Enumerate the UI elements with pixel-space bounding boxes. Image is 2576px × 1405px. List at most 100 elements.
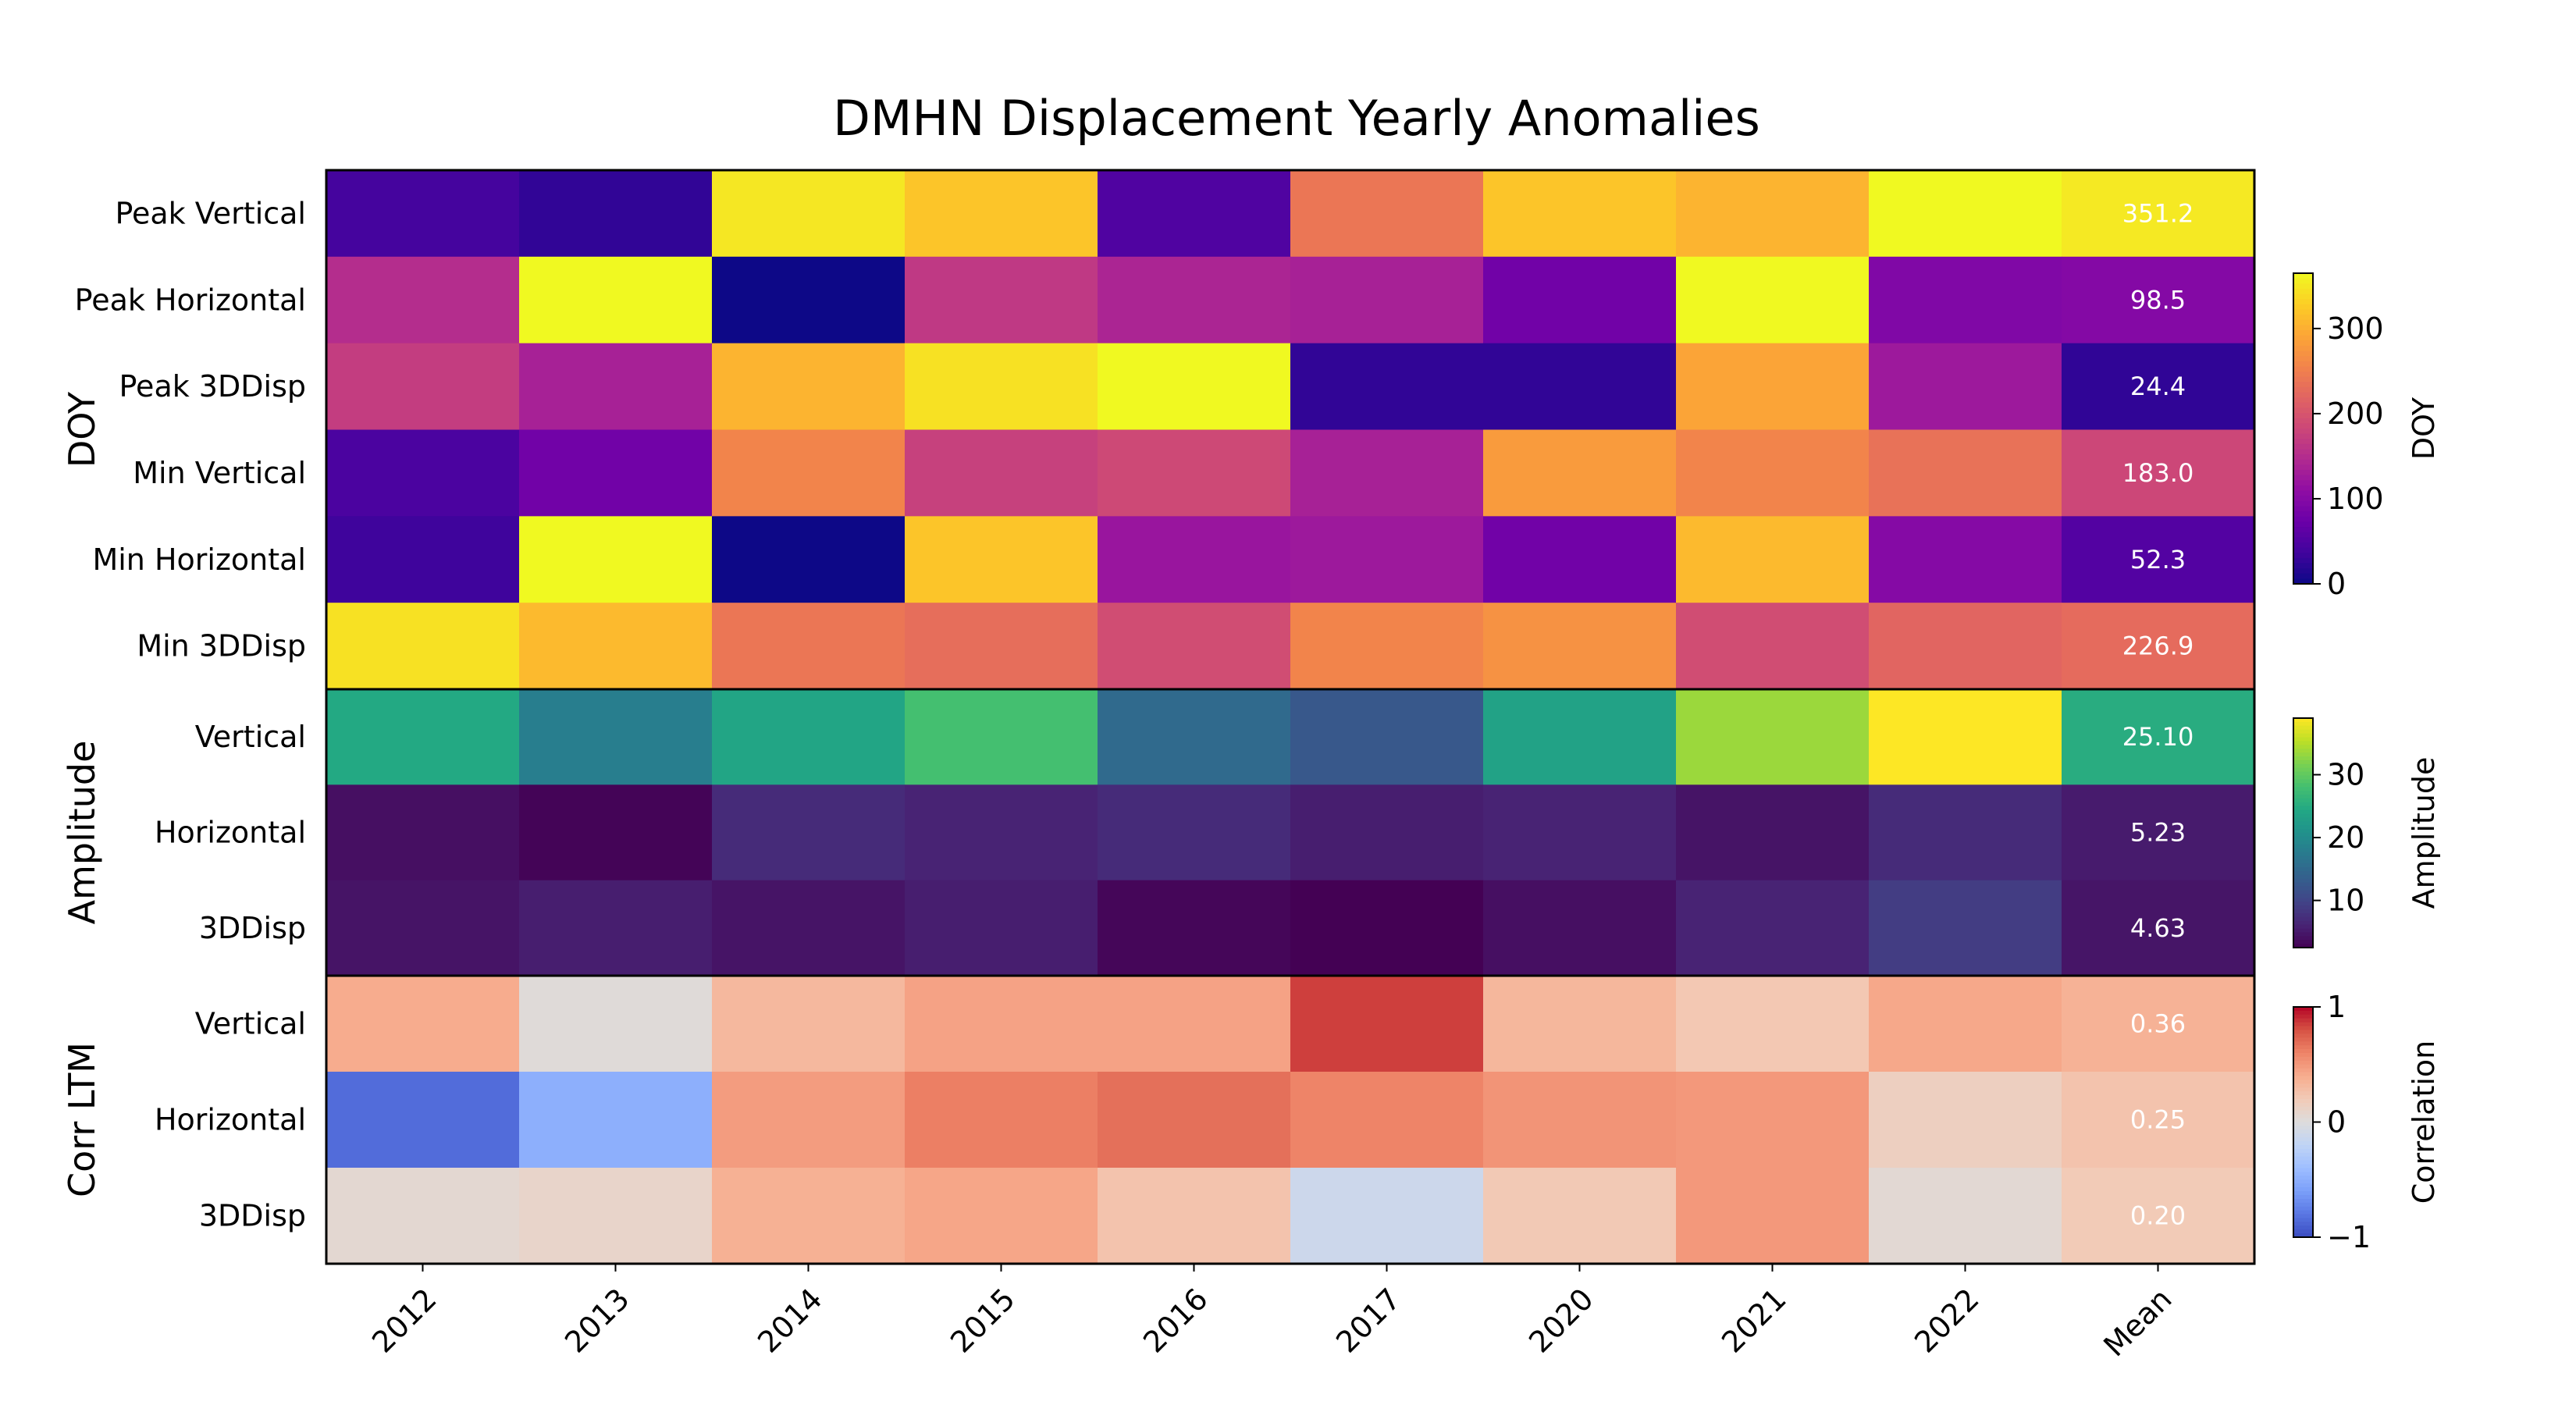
row-label: Horizontal <box>155 816 306 850</box>
heatmap-cell <box>1098 429 1291 517</box>
colorbar-segment <box>2293 871 2313 876</box>
colorbar-segment <box>2293 568 2313 574</box>
colorbar-segment <box>2293 366 2313 372</box>
colorbar-frame <box>2293 272 2314 585</box>
heatmap-cell <box>2062 1168 2255 1264</box>
colorbar-segment <box>2293 920 2313 926</box>
colorbar-segment <box>2293 763 2313 769</box>
row-label: Peak 3DDisp <box>119 369 307 404</box>
colorbar-segment <box>2293 1126 2313 1130</box>
colorbar-segment <box>2293 898 2313 902</box>
heatmap-cell <box>1098 1072 1291 1168</box>
colorbar-frame <box>2293 717 2314 948</box>
colorbar-segment <box>2293 397 2313 404</box>
heatmap-cell <box>2062 1072 2255 1168</box>
heatmap-cell <box>1483 256 1677 344</box>
colorbar-segment <box>2293 578 2313 585</box>
heatmap-cell <box>1290 976 1484 1072</box>
heatmap-cell <box>712 689 906 785</box>
heatmap-cell <box>1098 170 1291 258</box>
colorbar-segment <box>2293 299 2313 305</box>
column-labels: 2012 2013 2014 2015 2016 2017 2020 2021 2022 Mean <box>365 1264 2179 1363</box>
heatmap-cell <box>2062 429 2255 517</box>
colorbar-segment <box>2293 532 2313 538</box>
heatmap-cell <box>2062 976 2255 1072</box>
colorbar-segment <box>2293 859 2313 864</box>
heatmap-cell <box>2062 784 2255 881</box>
heatmap-cell <box>1676 429 1870 517</box>
colorbar-segment <box>2293 319 2313 325</box>
colorbar-segment <box>2293 729 2313 735</box>
colorbar-segment <box>2293 335 2313 341</box>
heatmap-cell <box>326 516 520 603</box>
heatmap-cell <box>519 976 713 1072</box>
colorbar-segment <box>2293 749 2313 753</box>
colorbar-segment <box>2293 886 2313 891</box>
colorbar-segment <box>2293 1056 2313 1062</box>
heatmap-cell <box>1869 256 2062 344</box>
row-label: Min Horizontal <box>92 542 306 577</box>
row-label: Peak Vertical <box>115 196 306 230</box>
colorbar-segment <box>2293 1087 2313 1092</box>
mean-value-label: 98.5 <box>2130 285 2186 315</box>
colorbar-segment <box>2293 1026 2313 1031</box>
colorbar-segment <box>2293 1053 2313 1058</box>
colorbar-segment <box>2293 890 2313 895</box>
colorbar-segment <box>2293 878 2313 884</box>
colorbar-segment <box>2293 1164 2313 1169</box>
colorbar-segment <box>2293 464 2313 471</box>
colorbar-segment <box>2293 802 2313 807</box>
heatmap-cell <box>519 1168 713 1264</box>
mean-value-label: 0.25 <box>2130 1105 2186 1135</box>
heatmap-cell <box>2062 343 2255 431</box>
heatmap-cell <box>1290 603 1484 690</box>
heatmap-cell <box>905 516 1098 603</box>
colorbar-segment <box>2293 825 2313 830</box>
colorbar-segment <box>2293 563 2313 569</box>
colorbar-segment <box>2293 733 2313 738</box>
colorbar-segment <box>2293 1176 2313 1180</box>
heatmap-cell <box>1098 976 1291 1072</box>
heatmap-cell <box>519 603 713 690</box>
heatmap-cell <box>519 429 713 517</box>
colorbar-segment <box>2293 1137 2313 1142</box>
colorbar-segment <box>2293 779 2313 784</box>
colorbar-segment <box>2293 902 2313 906</box>
colorbar-segment <box>2293 1160 2313 1165</box>
colorbar-segment <box>2293 817 2313 822</box>
heatmap-cell <box>1290 516 1484 603</box>
colorbar-segment <box>2293 372 2313 378</box>
column-label: 2012 <box>365 1282 443 1360</box>
colorbar-segment <box>2293 1179 2313 1184</box>
heatmap-cell <box>2062 603 2255 690</box>
colorbar-tick-label: 300 <box>2327 311 2384 346</box>
heatmap-cell <box>326 256 520 344</box>
colorbar-segment <box>2293 1214 2313 1219</box>
heatmap-cell <box>905 603 1098 690</box>
row-label: Peak Horizontal <box>75 283 306 317</box>
colorbar-segment <box>2293 392 2313 398</box>
heatmap-cell <box>326 429 520 517</box>
colorbar-segment <box>2293 944 2313 948</box>
colorbar-segment <box>2293 506 2313 512</box>
row-label: Vertical <box>195 1007 306 1041</box>
colorbar-segment <box>2293 557 2313 564</box>
colorbar-segment <box>2293 490 2313 496</box>
mean-value-label: 4.63 <box>2130 913 2186 943</box>
colorbar-tick-label: 10 <box>2327 884 2364 918</box>
colorbar-segment <box>2293 1148 2313 1154</box>
colorbar-segment <box>2293 833 2313 838</box>
heatmap-cell <box>1869 1168 2062 1264</box>
colorbar-segment <box>2293 1030 2313 1035</box>
colorbar-label: Correlation <box>2407 1040 2441 1204</box>
colorbar-tick-label: 100 <box>2327 482 2384 516</box>
heatmap-cell <box>1290 429 1484 517</box>
colorbar-segment <box>2293 844 2313 849</box>
colorbar-segment <box>2293 293 2313 300</box>
colorbar-segment <box>2293 315 2313 321</box>
heatmap-cell <box>712 603 906 690</box>
heatmap-cell <box>1483 170 1677 258</box>
heatmap-cell <box>2062 689 2255 785</box>
heatmap-cell <box>1869 1072 2062 1168</box>
heatmap-cell <box>1290 1168 1484 1264</box>
